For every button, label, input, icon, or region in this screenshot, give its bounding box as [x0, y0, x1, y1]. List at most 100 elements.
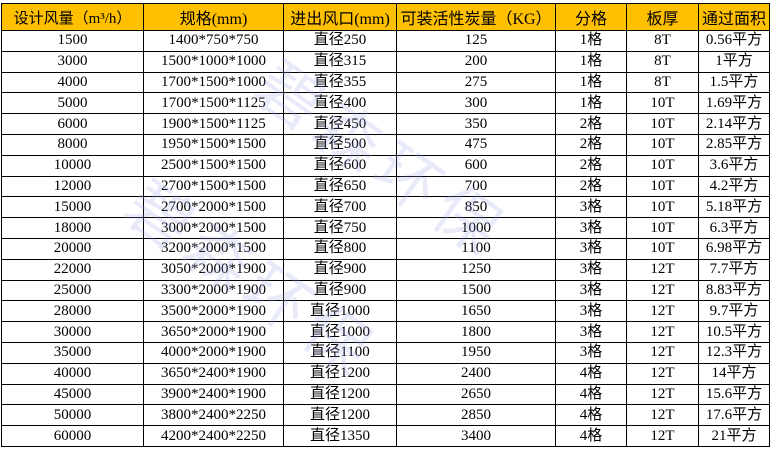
column-header: 可装活性炭量（KG）	[396, 3, 556, 31]
table-cell: 直径1100	[283, 341, 397, 364]
column-header: 通过面积	[698, 3, 770, 31]
table-cell: 12T	[626, 404, 699, 427]
table-cell: 3650*2400*1900	[143, 362, 284, 385]
table-row: 28000 3500*2000*1900 直径1000 1650 3格 12T 9.7平方	[1, 300, 770, 323]
table-cell: 10000	[1, 154, 144, 177]
table-cell: 4200*2400*2250	[143, 425, 284, 447]
table-cell: 直径1200	[283, 404, 397, 427]
table-cell: 0.56平方	[698, 30, 770, 52]
table-cell: 3800*2400*2250	[143, 404, 284, 427]
table-row: 15000 2700*2000*1500 直径700 850 3格 10T 5.18平方	[1, 196, 770, 219]
table-cell: 2格	[555, 113, 627, 135]
table-cell: 20000	[1, 237, 144, 260]
table-cell: 700	[396, 175, 556, 198]
table-cell: 直径315	[283, 50, 397, 73]
table-cell: 直径750	[283, 217, 397, 239]
table-cell: 10.5平方	[698, 321, 770, 343]
table-cell: 8000	[1, 133, 144, 156]
column-header: 规格(mm)	[143, 3, 284, 31]
table-cell: 1500	[1, 30, 144, 52]
table-cell: 12T	[626, 258, 699, 281]
table-cell: 28000	[1, 300, 144, 323]
column-header: 设计风量（m³/h）	[1, 3, 144, 31]
table-cell: 3900*2400*1900	[143, 383, 284, 406]
table-cell: 直径1200	[283, 362, 397, 385]
table-cell: 8.83平方	[698, 279, 770, 302]
table-cell: 3200*2000*1500	[143, 237, 284, 260]
table-cell: 22000	[1, 258, 144, 281]
table-cell: 直径650	[283, 175, 397, 198]
table-cell: 5000	[1, 92, 144, 115]
table-cell: 8T	[626, 71, 699, 94]
table-cell: 850	[396, 196, 556, 219]
table-cell: 1.69平方	[698, 92, 770, 115]
table-cell: 直径800	[283, 237, 397, 260]
table-cell: 12T	[626, 279, 699, 302]
table-cell: 1格	[555, 71, 627, 94]
table-cell: 1900*1500*1125	[143, 113, 284, 135]
table-cell: 1950*1500*1500	[143, 133, 284, 156]
table-cell: 3格	[555, 321, 627, 343]
table-cell: 3格	[555, 196, 627, 219]
spec-table: 设计风量（m³/h） 规格(mm) 进出风口(mm) 可装活性炭量（KG） 分格 板厚 通过…	[1, 3, 770, 447]
table-cell: 12T	[626, 362, 699, 385]
table-cell: 10T	[626, 133, 699, 156]
table-cell: 直径1200	[283, 383, 397, 406]
table-cell: 直径500	[283, 133, 397, 156]
table-cell: 6.98平方	[698, 237, 770, 260]
table-cell: 1000	[396, 217, 556, 239]
table-cell: 3格	[555, 258, 627, 281]
table-cell: 2400	[396, 362, 556, 385]
table-row: 4000 1700*1500*1000 直径355 275 1格 8T 1.5平方	[1, 71, 770, 94]
table-row: 12000 2700*1500*1500 直径650 700 2格 10T 4.2平方	[1, 175, 770, 198]
table-cell: 50000	[1, 404, 144, 427]
table-cell: 直径900	[283, 279, 397, 302]
table-cell: 6.3平方	[698, 217, 770, 239]
table-row: 45000 3900*2400*1900 直径1200 2650 4格 12T 15.6平方	[1, 383, 770, 406]
table-row: 18000 3000*2000*1500 直径750 1000 3格 10T 6.3平方	[1, 217, 770, 239]
table-row: 22000 3050*2000*1900 直径900 1250 3格 12T 7.7平方	[1, 258, 770, 281]
table-cell: 2格	[555, 133, 627, 156]
table-cell: 15.6平方	[698, 383, 770, 406]
table-row: 40000 3650*2400*1900 直径1200 2400 4格 12T 14平方	[1, 362, 770, 385]
table-cell: 9.7平方	[698, 300, 770, 323]
table-cell: 直径355	[283, 71, 397, 94]
table-cell: 直径400	[283, 92, 397, 115]
table-cell: 1500*1000*1000	[143, 50, 284, 73]
column-header: 板厚	[626, 3, 699, 31]
table-cell: 1500	[396, 279, 556, 302]
table-cell: 直径900	[283, 258, 397, 281]
table-cell: 1700*1500*1125	[143, 92, 284, 115]
table-cell: 125	[396, 30, 556, 52]
table-cell: 10T	[626, 217, 699, 239]
table-cell: 12T	[626, 425, 699, 447]
table-cell: 21平方	[698, 425, 770, 447]
table-cell: 14平方	[698, 362, 770, 385]
column-header: 分格	[555, 3, 627, 31]
table-row: 30000 3650*2000*1900 直径1000 1800 3格 12T 10.5平方	[1, 321, 770, 343]
table-cell: 600	[396, 154, 556, 177]
table-cell: 15000	[1, 196, 144, 219]
table-cell: 直径700	[283, 196, 397, 219]
table-row: 60000 4200*2400*2250 直径1350 3400 4格 12T 21平方	[1, 425, 770, 447]
table-cell: 10T	[626, 196, 699, 219]
table-cell: 2.14平方	[698, 113, 770, 135]
table-cell: 275	[396, 71, 556, 94]
table-cell: 3650*2000*1900	[143, 321, 284, 343]
table-cell: 12000	[1, 175, 144, 198]
table-cell: 直径250	[283, 30, 397, 52]
table-cell: 4格	[555, 383, 627, 406]
table-cell: 200	[396, 50, 556, 73]
table-cell: 18000	[1, 217, 144, 239]
table-cell: 2.85平方	[698, 133, 770, 156]
table-cell: 6000	[1, 113, 144, 135]
table-cell: 2700*2000*1500	[143, 196, 284, 219]
table-cell: 8T	[626, 30, 699, 52]
table-cell: 7.7平方	[698, 258, 770, 281]
table-cell: 直径600	[283, 154, 397, 177]
table-cell: 1格	[555, 30, 627, 52]
table-cell: 2650	[396, 383, 556, 406]
table-cell: 3400	[396, 425, 556, 447]
table-cell: 10T	[626, 92, 699, 115]
table-cell: 4格	[555, 362, 627, 385]
